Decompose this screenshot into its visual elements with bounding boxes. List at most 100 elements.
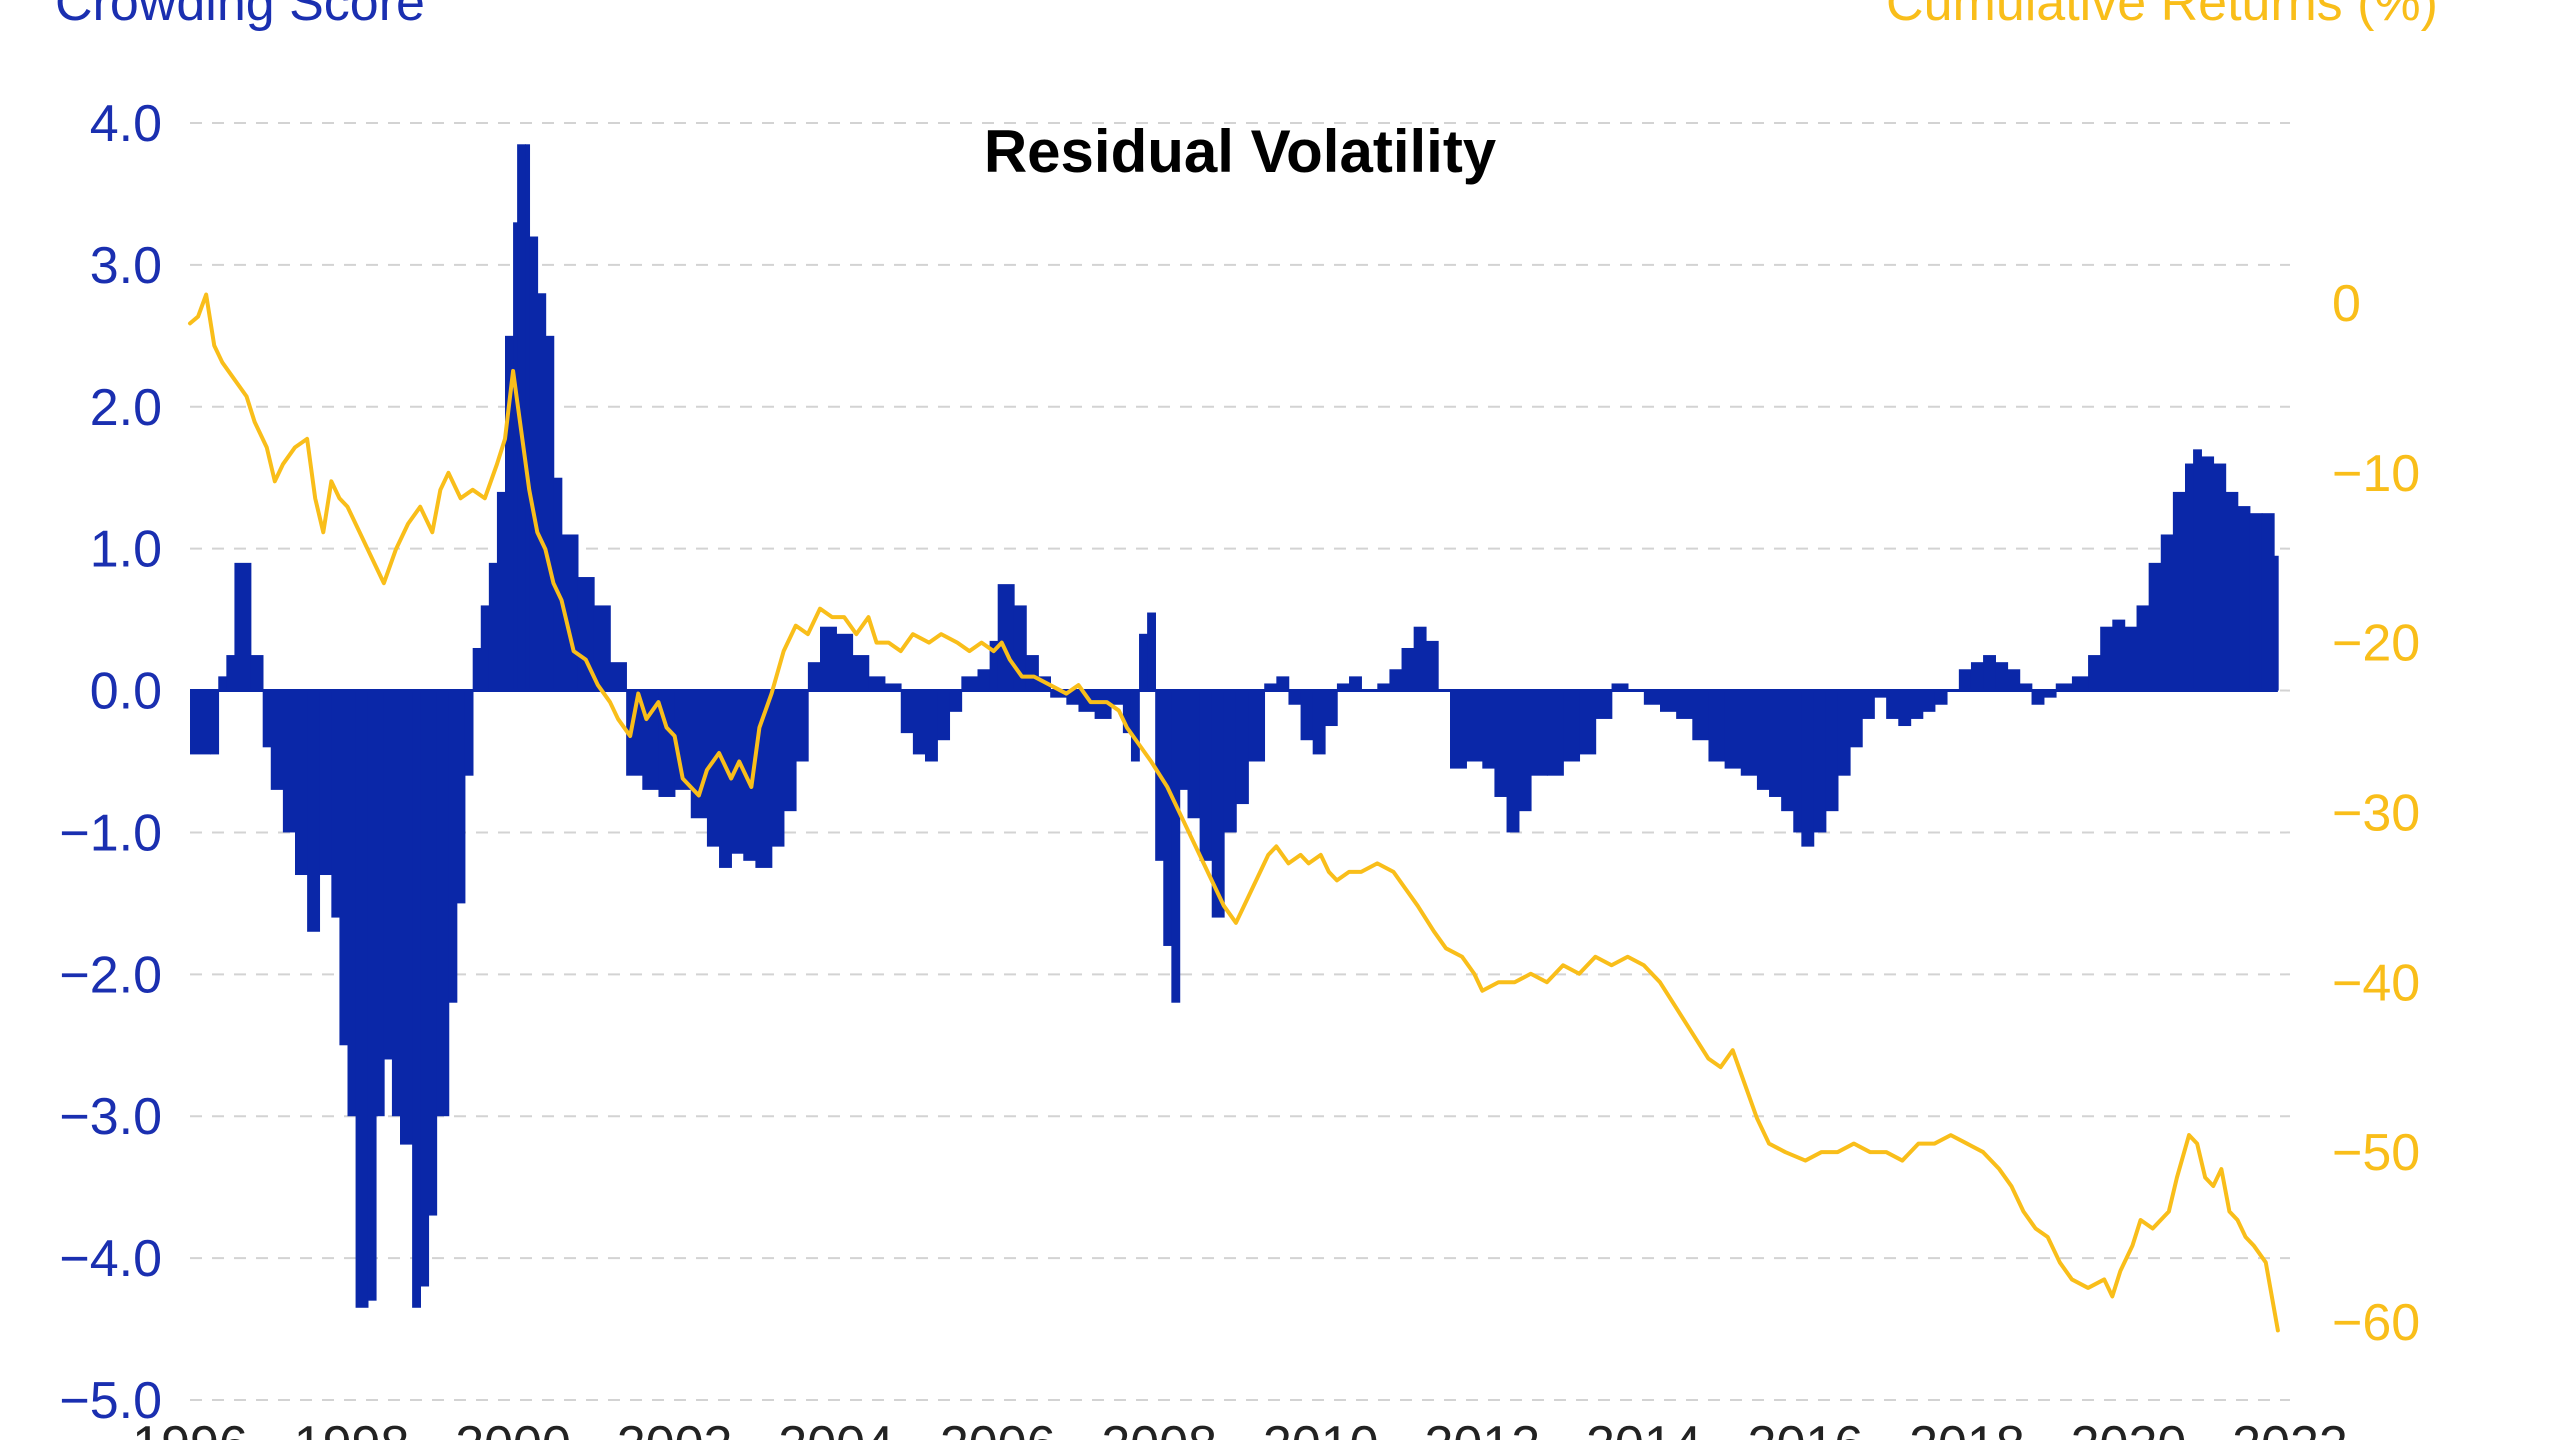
crowding-bar (517, 144, 526, 691)
crowding-score-bars (190, 144, 2279, 1308)
crowding-bar (375, 690, 385, 1117)
crowding-bar (488, 562, 498, 691)
crowding-bar (270, 690, 284, 790)
right-tick-label: −60 (2332, 1294, 2420, 1352)
x-tick-label: 1996 (132, 1416, 248, 1440)
crowding-bar (412, 690, 421, 1308)
crowding-bar (925, 690, 938, 762)
crowding-bar (1922, 690, 1936, 712)
crowding-bar (937, 690, 951, 741)
crowding-bar (900, 690, 914, 734)
crowding-bar (1248, 690, 1266, 762)
crowding-bar (2136, 605, 2150, 691)
crowding-bar (1874, 690, 1887, 698)
crowding-bar (282, 690, 296, 833)
x-tick-label: 2022 (2232, 1416, 2348, 1440)
crowding-bar (731, 690, 745, 854)
crowding-bar (1793, 690, 1803, 833)
crowding-bar (1756, 690, 1770, 790)
crowding-bar (1781, 690, 1795, 812)
crowding-bar (1187, 690, 1201, 819)
crowding-bar (1130, 690, 1140, 762)
crowding-bar (997, 584, 1015, 691)
crowding-bar (1660, 690, 1677, 712)
crowding-bar (912, 690, 926, 755)
crowding-bar (1724, 690, 1742, 769)
crowding-bar (1494, 690, 1508, 797)
crowding-bar (771, 690, 785, 847)
crowding-bar (690, 690, 708, 819)
crowding-bar (1300, 690, 1314, 741)
crowding-bar (2055, 683, 2073, 691)
right-tick-label: −50 (2332, 1124, 2420, 1182)
crowding-bar (1425, 640, 1439, 691)
crowding-bar (884, 683, 902, 691)
x-tick-label: 1998 (294, 1416, 410, 1440)
crowding-bar (1401, 647, 1415, 691)
crowding-bar (2100, 626, 2114, 691)
crowding-bar (367, 690, 377, 1301)
crowding-bar (1518, 690, 1532, 812)
crowding-bar (1377, 683, 1391, 691)
crowding-bar (2237, 506, 2251, 691)
crowding-bar (226, 655, 236, 691)
crowding-bar (420, 690, 430, 1287)
left-tick-label: −5.0 (59, 1372, 162, 1430)
crowding-bar (1849, 690, 1863, 748)
crowding-bar (1211, 690, 1225, 918)
crowding-bar (593, 605, 611, 691)
crowding-bar (1025, 655, 1039, 691)
crowding-bar (2124, 626, 2138, 691)
right-tick-label: −20 (2332, 615, 2420, 673)
right-axis: 0 −10 −20 −30 −40 −50 −60 (2332, 275, 2420, 1352)
crowding-bar (1078, 690, 1096, 712)
crowding-bar (795, 690, 809, 762)
left-tick-label: −1.0 (59, 804, 162, 862)
crowding-bar (868, 676, 886, 691)
left-tick-label: −3.0 (59, 1088, 162, 1146)
right-tick-label: −30 (2332, 784, 2420, 842)
crowding-bar (820, 626, 837, 691)
crowding-bar (545, 335, 555, 691)
crowding-bar (2007, 669, 2021, 691)
left-tick-label: 3.0 (90, 237, 162, 295)
crowding-bar (1676, 690, 1694, 719)
chart-title: Residual Volatility (984, 118, 1497, 185)
crowding-bar (1094, 690, 1112, 719)
crowding-bar (989, 640, 999, 691)
crowding-bar (1050, 690, 1068, 698)
crowding-bar (2088, 655, 2101, 691)
crowding-bar (1886, 690, 1900, 719)
crowding-bar (339, 690, 349, 1046)
crowding-bar (1546, 690, 1564, 776)
left-axis: 4.0 3.0 2.0 1.0 0.0 −1.0 −2.0 −3.0 −4.0 −5.0 (59, 95, 162, 1430)
crowding-bar (1958, 669, 1972, 691)
crowding-bar (383, 690, 393, 1060)
crowding-bar (1740, 690, 1758, 776)
crowding-bar (949, 690, 963, 712)
crowding-bar (2148, 562, 2162, 691)
crowding-bar (1692, 690, 1710, 741)
x-tick-label: 2004 (778, 1416, 894, 1440)
x-tick-label: 2008 (1101, 1416, 1217, 1440)
crowding-bar (1163, 690, 1173, 946)
crowding-bar (1199, 690, 1213, 861)
crowding-bar (2043, 690, 2057, 698)
crowding-bar (1861, 690, 1875, 719)
crowding-bar (1898, 690, 1912, 727)
crowding-bar (2193, 449, 2202, 691)
crowding-bar (2019, 683, 2033, 691)
crowding-bar (1139, 633, 1148, 691)
crowding-bar (355, 690, 369, 1308)
crowding-bar (347, 690, 357, 1117)
crowding-bar (2185, 463, 2194, 691)
crowding-bar (1349, 676, 1362, 691)
crowding-bar (472, 647, 482, 691)
crowding-bar (210, 690, 220, 755)
crowding-bar (719, 690, 732, 868)
crowding-bar (218, 676, 228, 691)
crowding-bar (391, 690, 401, 1117)
crowding-bar (961, 676, 979, 691)
crowding-bar (1179, 690, 1189, 790)
